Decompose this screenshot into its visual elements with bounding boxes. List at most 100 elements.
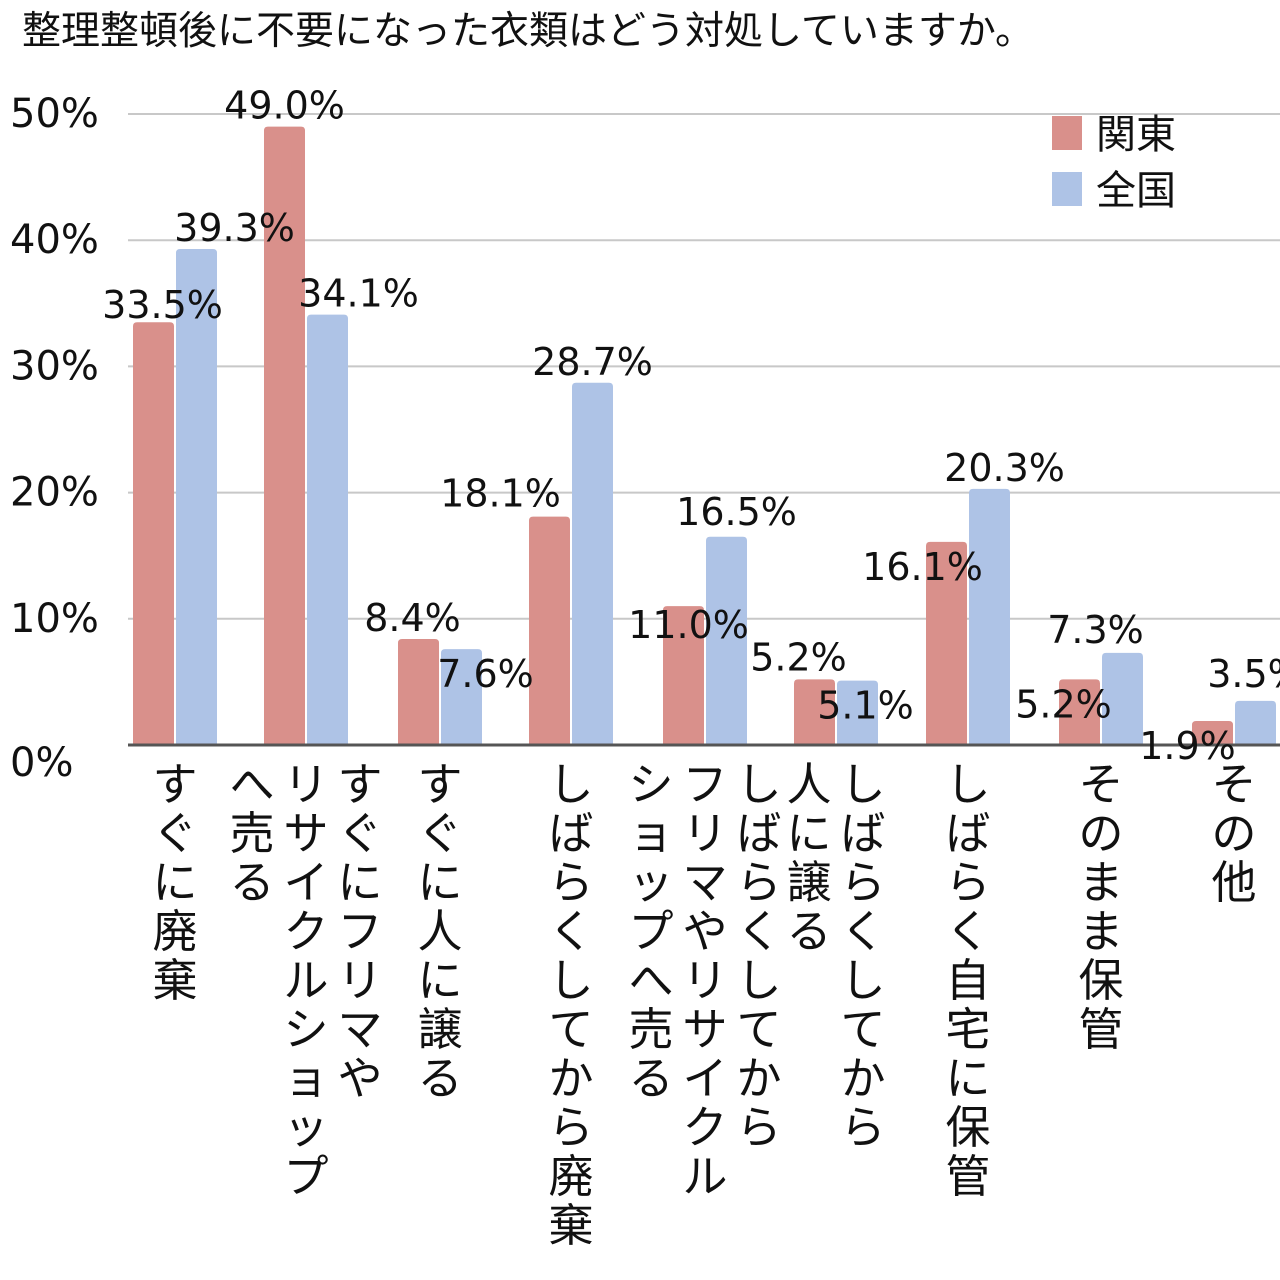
- bar-zenkoku: [307, 314, 348, 745]
- category-char: く: [840, 905, 885, 958]
- category-char: て: [736, 1003, 781, 1056]
- category-char: ま: [1078, 905, 1123, 958]
- category-char: 管: [945, 1150, 990, 1203]
- category-char: 譲: [786, 856, 831, 909]
- y-tick-label: 30%: [10, 343, 99, 389]
- bar-zenkoku: [969, 488, 1010, 745]
- data-label-zenkoku: 16.5%: [676, 490, 797, 534]
- bar-zenkoku: [706, 536, 747, 745]
- category-char: ば: [945, 807, 990, 860]
- category-char: し: [548, 758, 593, 811]
- legend: 関東 全国: [1052, 112, 1176, 214]
- category-char: や: [337, 1052, 382, 1105]
- category-char: く: [945, 905, 990, 958]
- category-char: ョ: [283, 1052, 328, 1105]
- bar-zenkoku: [1235, 700, 1276, 745]
- data-label-zenkoku: 28.7%: [532, 340, 653, 384]
- category-char: に: [417, 954, 462, 1007]
- category-char: し: [736, 954, 781, 1007]
- category-char: ま: [1078, 856, 1123, 909]
- category-char: に: [152, 856, 197, 909]
- category-char: に: [337, 856, 382, 909]
- category-char: 管: [1078, 1003, 1123, 1056]
- category-char: る: [786, 905, 831, 958]
- category-char: ら: [736, 1101, 781, 1154]
- category-char: す: [337, 758, 382, 811]
- bar-kanto: [794, 679, 835, 745]
- category-char: 売: [628, 1003, 673, 1056]
- bar-kanto: [663, 606, 704, 745]
- y-tick-label: 50%: [10, 91, 99, 137]
- data-label-zenkoku: 7.3%: [1047, 608, 1144, 652]
- bar-zenkoku: [1102, 652, 1143, 745]
- legend-swatch-zenkoku: [1052, 172, 1082, 206]
- category-char: 宅: [945, 1003, 990, 1056]
- category-char: す: [417, 758, 462, 811]
- category-char: へ: [628, 954, 673, 1007]
- category-char: サ: [283, 807, 328, 860]
- category-char: し: [945, 758, 990, 811]
- data-labels: 33.5% 39.3% 49.0% 34.1% 8.4% 7.6% 18.1% 28.7% 11…: [102, 84, 1280, 768]
- category-char: フ: [682, 758, 727, 811]
- category-char: シ: [283, 1003, 328, 1056]
- category-char: 廃: [548, 1150, 593, 1203]
- category-char: て: [548, 1003, 593, 1056]
- data-label-kanto: 49.0%: [224, 84, 345, 128]
- category-char: マ: [682, 856, 727, 909]
- y-tick-label: 20%: [10, 470, 99, 516]
- category-char: か: [548, 1052, 593, 1105]
- category-char: し: [548, 954, 593, 1007]
- category-char: に: [417, 856, 462, 909]
- category-char: す: [152, 758, 197, 811]
- category-char: て: [840, 1003, 885, 1056]
- category-label: へ売る: [229, 758, 274, 909]
- category-char: フ: [337, 905, 382, 958]
- y-tick-label: 0%: [10, 740, 73, 786]
- category-char: リ: [283, 758, 328, 811]
- category-char: サ: [682, 1003, 727, 1056]
- data-label-kanto: 11.0%: [628, 603, 749, 647]
- category-char: ら: [945, 856, 990, 909]
- category-char: リ: [682, 807, 727, 860]
- data-label-zenkoku: 5.1%: [817, 684, 914, 728]
- category-char: ら: [548, 1101, 593, 1154]
- y-axis-ticks: 0% 10% 20% 30% 40% 50%: [10, 91, 99, 786]
- category-char: か: [840, 1052, 885, 1105]
- category-char: に: [945, 1052, 990, 1105]
- category-char: く: [736, 905, 781, 958]
- data-label-kanto: 5.2%: [750, 635, 847, 679]
- bar-kanto: [1059, 679, 1100, 745]
- bar-kanto: [133, 322, 174, 745]
- category-char: イ: [682, 1052, 727, 1105]
- category-char: ッ: [628, 856, 673, 909]
- category-char: 人: [417, 905, 462, 958]
- bar-zenkoku: [176, 249, 217, 745]
- category-char: マ: [337, 1003, 382, 1056]
- category-char: シ: [628, 758, 673, 811]
- bar-kanto: [398, 638, 439, 745]
- bar-kanto: [926, 541, 967, 745]
- category-char: ク: [283, 905, 328, 958]
- category-char: ば: [736, 807, 781, 860]
- category-char: プ: [283, 1150, 328, 1203]
- data-label-zenkoku: 34.1%: [298, 272, 419, 316]
- data-label-zenkoku: 20.3%: [944, 446, 1065, 490]
- category-char: そ: [1211, 758, 1256, 811]
- category-char: ら: [840, 856, 885, 909]
- bar-zenkoku: [572, 382, 613, 745]
- category-char: ぐ: [152, 807, 197, 860]
- category-char: 人: [786, 758, 831, 811]
- category-char: ッ: [283, 1101, 328, 1154]
- category-label: その他: [1211, 758, 1256, 909]
- legend-swatch-kanto: [1052, 116, 1082, 150]
- category-char: る: [628, 1052, 673, 1105]
- data-label-zenkoku: 7.6%: [437, 652, 534, 696]
- category-char: 自: [945, 954, 990, 1007]
